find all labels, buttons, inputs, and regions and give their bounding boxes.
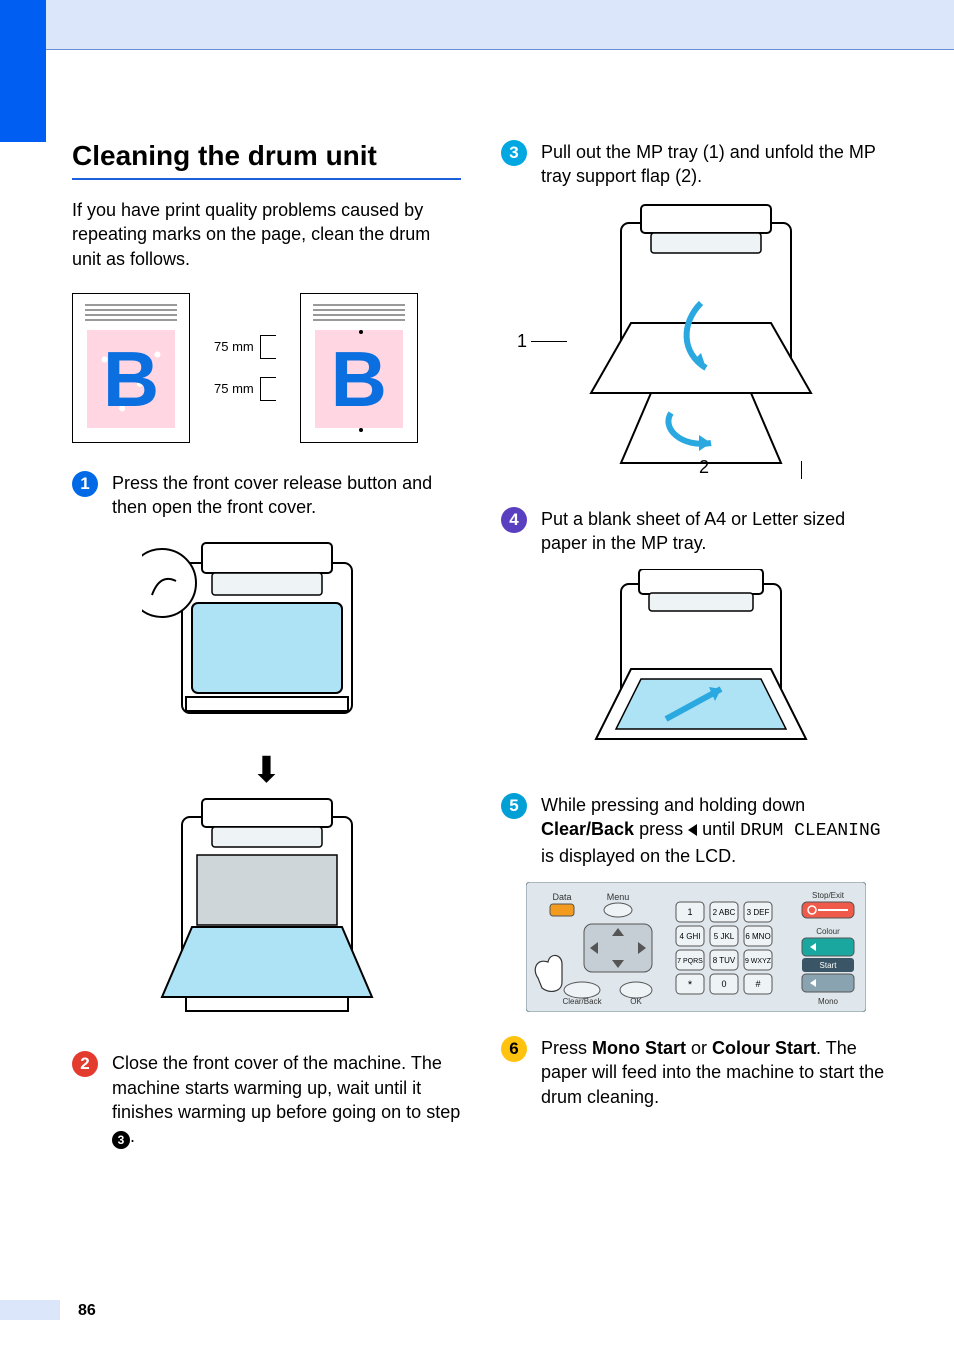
step-6-a: Press	[541, 1038, 592, 1058]
down-arrow-icon: ⬇	[251, 749, 281, 791]
label-data: Data	[552, 892, 571, 902]
big-b-glyph: B	[103, 340, 159, 418]
content-columns: Cleaning the drum unit If you have print…	[72, 140, 890, 1268]
dim-label-1: 75 mm	[214, 339, 254, 354]
label-ok: OK	[630, 997, 642, 1006]
step-3-text: Pull out the MP tray (1) and unfold the …	[541, 140, 890, 189]
step-ref-3-icon: 3	[112, 1131, 130, 1149]
printer-mptray-icon	[561, 203, 831, 483]
figure-step-3: 1 2	[501, 203, 890, 483]
label-menu: Menu	[606, 892, 629, 902]
svg-text:#: #	[755, 979, 760, 989]
figure-step-1: ⬇	[72, 533, 461, 1027]
step-6: 6 Press Mono Start or Colour Start. The …	[501, 1036, 890, 1109]
svg-text:4 GHI: 4 GHI	[679, 932, 700, 941]
step-2-text-b: .	[130, 1126, 135, 1146]
big-b-glyph-2: B	[331, 340, 387, 418]
step-6-d: Colour Start	[712, 1038, 816, 1058]
sample-pages-figure: B 75 mm 75 mm B	[72, 293, 461, 443]
step-number-5: 5	[501, 793, 527, 819]
step-4: 4 Put a blank sheet of A4 or Letter size…	[501, 507, 890, 556]
step-5-a: While pressing and holding down	[541, 795, 805, 815]
label-mono: Mono	[817, 997, 838, 1006]
svg-text:*: *	[687, 979, 692, 991]
label-start: Start	[819, 961, 837, 970]
figure-step-4	[501, 569, 890, 769]
right-column: 3 Pull out the MP tray (1) and unfold th…	[501, 140, 890, 1268]
svg-text:5 JKL: 5 JKL	[713, 932, 734, 941]
printer-open-icon	[142, 797, 392, 1027]
step-2-text-a: Close the front cover of the machine. Th…	[112, 1053, 460, 1122]
svg-text:1: 1	[687, 907, 692, 917]
step-5-f: is displayed on the LCD.	[541, 846, 736, 866]
svg-text:3 DEF: 3 DEF	[746, 908, 769, 917]
page-number: 86	[78, 1302, 96, 1320]
step-1: 1 Press the front cover release button a…	[72, 471, 461, 520]
step-6-c: or	[686, 1038, 712, 1058]
label-clearback: Clear/Back	[562, 997, 602, 1006]
step-number-2: 2	[72, 1051, 98, 1077]
figure-step-5: Data Menu Clear/Back OK	[501, 882, 890, 1012]
callout-2: 2	[699, 457, 709, 478]
header-band	[46, 0, 954, 50]
step-2: 2 Close the front cover of the machine. …	[72, 1051, 461, 1149]
step-3: 3 Pull out the MP tray (1) and unfold th…	[501, 140, 890, 189]
step-5-e: DRUM CLEANING	[740, 821, 880, 841]
step-6-text: Press Mono Start or Colour Start. The pa…	[541, 1036, 890, 1109]
step-number-3: 3	[501, 140, 527, 166]
svg-text:6 MNO: 6 MNO	[745, 932, 770, 941]
page: Cleaning the drum unit If you have print…	[0, 0, 954, 1348]
svg-text:7 PQRS: 7 PQRS	[677, 958, 703, 965]
section-title: Cleaning the drum unit	[72, 140, 461, 180]
step-5: 5 While pressing and holding down Clear/…	[501, 793, 890, 868]
svg-text:8 TUV: 8 TUV	[712, 956, 735, 965]
svg-text:0: 0	[721, 979, 726, 989]
step-number-6: 6	[501, 1036, 527, 1062]
printer-closed-icon	[142, 533, 392, 743]
step-5-d: until	[697, 819, 740, 839]
intro-paragraph: If you have print quality problems cause…	[72, 198, 461, 271]
step-number-4: 4	[501, 507, 527, 533]
step-6-b: Mono Start	[592, 1038, 686, 1058]
printer-loadpaper-icon	[571, 569, 821, 769]
left-arrow-icon	[688, 824, 697, 836]
svg-text:9 WXYZ: 9 WXYZ	[744, 958, 771, 965]
control-panel-icon: Data Menu Clear/Back OK	[526, 882, 866, 1012]
svg-text:2 ABC: 2 ABC	[712, 908, 735, 917]
step-4-text: Put a blank sheet of A4 or Letter sized …	[541, 507, 890, 556]
sample-page-marks: B	[300, 293, 418, 443]
dim-label-2: 75 mm	[214, 381, 254, 396]
step-5-b: Clear/Back	[541, 819, 634, 839]
page-number-strip	[0, 1300, 60, 1320]
step-number-1: 1	[72, 471, 98, 497]
step-2-text: Close the front cover of the machine. Th…	[112, 1051, 461, 1149]
label-colour: Colour	[816, 927, 840, 936]
side-tab	[0, 0, 46, 142]
sample-page-blotchy: B	[72, 293, 190, 443]
step-5-c: press	[634, 819, 688, 839]
label-stopexit: Stop/Exit	[811, 891, 844, 900]
step-5-text: While pressing and holding down Clear/Ba…	[541, 793, 890, 868]
dimension-labels: 75 mm 75 mm	[214, 335, 276, 401]
left-column: Cleaning the drum unit If you have print…	[72, 140, 461, 1268]
step-1-text: Press the front cover release button and…	[112, 471, 461, 520]
callout-1: 1	[517, 331, 527, 352]
